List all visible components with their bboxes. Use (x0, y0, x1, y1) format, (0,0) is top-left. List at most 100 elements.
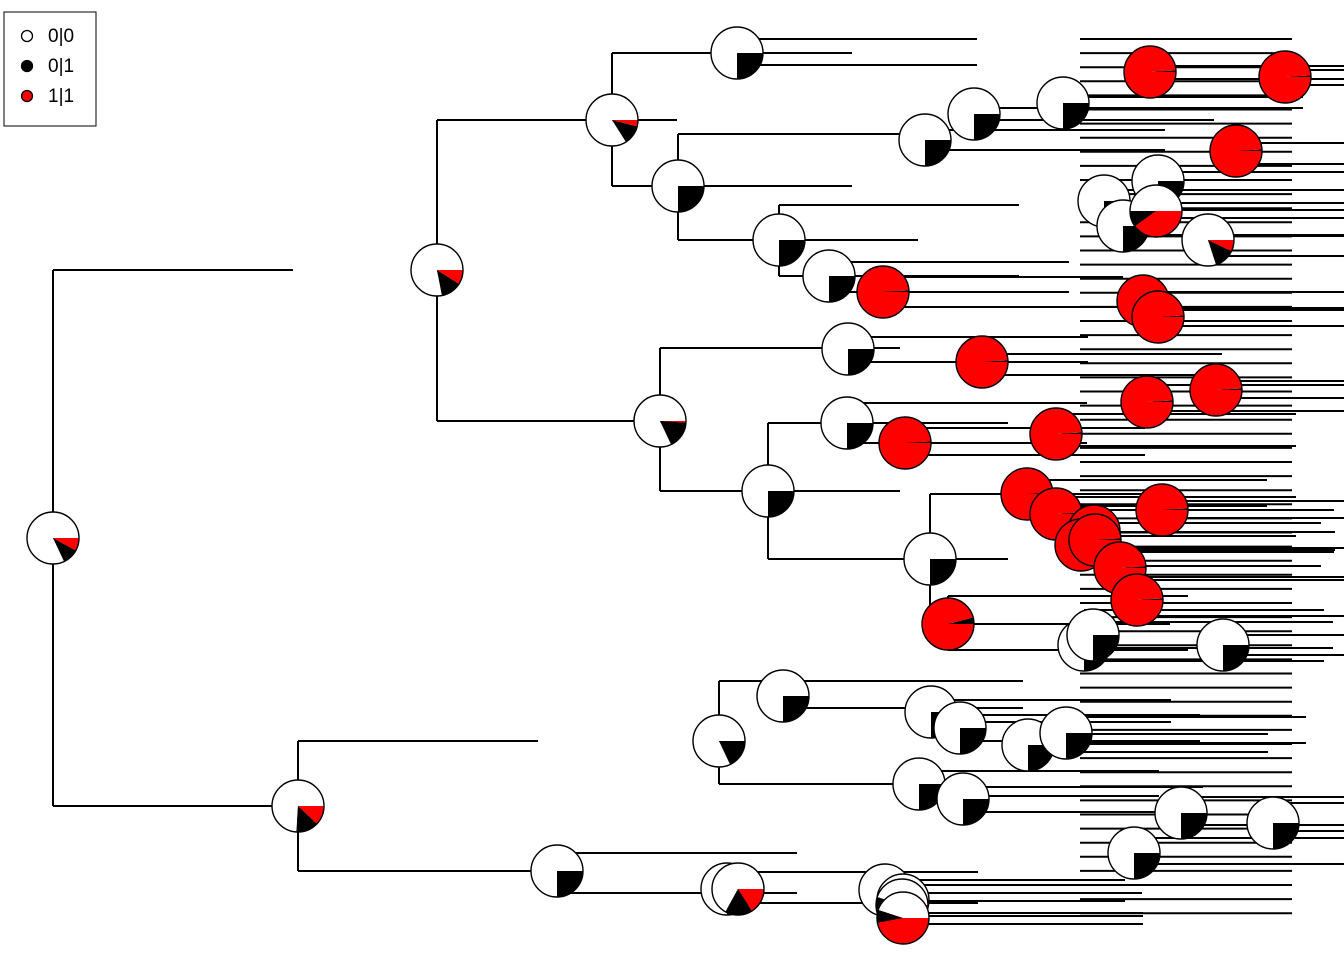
pie-slice (1131, 290, 1184, 343)
node-pie (878, 416, 932, 470)
node-pie (1129, 184, 1183, 238)
pie-slice (930, 559, 956, 585)
node-pie (947, 87, 1001, 141)
node-pie (856, 265, 910, 319)
pie-slice (779, 240, 805, 266)
pie-slice (1150, 70, 1176, 72)
pie-slice (1093, 635, 1119, 661)
pie-slice (1130, 185, 1182, 211)
pie-outline (1129, 184, 1183, 238)
pie-outline (1189, 363, 1243, 417)
node-pie (651, 159, 705, 213)
node-pie (271, 779, 325, 833)
node-pie (711, 862, 765, 916)
pie-outline (955, 335, 1009, 389)
pie-outline (947, 87, 1001, 141)
pie-slice (712, 862, 764, 912)
pie-slice (53, 538, 76, 562)
pie-outline (898, 113, 952, 167)
pie-slice (612, 120, 638, 142)
node-pie (585, 93, 639, 147)
node-pie (820, 396, 874, 450)
pie-outline (876, 891, 930, 945)
pie-slice (848, 349, 874, 375)
pie-outline (933, 701, 987, 755)
pie-slice (768, 491, 794, 517)
pie-slice (877, 909, 903, 923)
legend-swatch-01 (20, 59, 34, 73)
node-pie (898, 113, 952, 167)
pie-slice (1181, 813, 1207, 839)
node-pie (1181, 213, 1235, 267)
pie-outline (1246, 796, 1300, 850)
pie-outline (1209, 124, 1263, 178)
node-pie (1123, 45, 1177, 99)
pie-outline (1039, 706, 1093, 760)
node-pie (1258, 50, 1312, 104)
node-pie (1189, 363, 1243, 417)
pie-slice (1030, 407, 1082, 460)
pie-outline (1036, 76, 1090, 130)
pie-slice (1147, 400, 1173, 402)
pie-outline (1110, 573, 1164, 627)
pie-outline (651, 159, 705, 213)
pie-slice (783, 696, 809, 722)
pie-slice (829, 276, 855, 302)
node-pie (710, 26, 764, 80)
node-pie (1120, 375, 1174, 429)
node-pie (530, 844, 584, 898)
pie-slice (879, 416, 931, 469)
pie-outline (1154, 786, 1208, 840)
pie-outline (820, 396, 874, 450)
node-pie-charts (26, 26, 1312, 945)
pie-outline (633, 394, 687, 448)
pie-slice (1056, 432, 1082, 434)
legend-swatch-00 (20, 29, 34, 43)
pie-slice (1259, 50, 1311, 103)
pie-outline (271, 779, 325, 833)
pie-outline (741, 464, 795, 518)
pie-slice (660, 421, 686, 445)
pie-slice (737, 53, 763, 79)
node-pie (1135, 483, 1189, 537)
node-pie (633, 394, 687, 448)
pie-slice (960, 728, 986, 754)
pie-slice (612, 120, 638, 127)
legend-label-11: 1|1 (48, 86, 74, 107)
node-pie (933, 701, 987, 755)
pie-outline (711, 862, 765, 916)
node-pie (752, 213, 806, 267)
node-pie (1036, 76, 1090, 130)
pie-slice (660, 421, 686, 423)
pie-slice (1137, 598, 1163, 600)
pie-outline (752, 213, 806, 267)
node-pie (1246, 796, 1300, 850)
pie-slice (1130, 211, 1156, 227)
pie-slice (437, 270, 459, 296)
pie-outline (936, 772, 990, 826)
pie-slice (1063, 103, 1089, 129)
pie-slice (1124, 45, 1176, 98)
pie-slice (1066, 733, 1092, 759)
legend-item-11: 1|1 (20, 86, 74, 107)
pie-slice (296, 806, 317, 832)
node-pie (692, 714, 746, 768)
node-pie (741, 464, 795, 518)
node-pie (1039, 706, 1093, 760)
pie-slice (1095, 538, 1121, 540)
pie-outline (1120, 375, 1174, 429)
pie-slice (437, 270, 463, 284)
pie-slice (53, 538, 79, 551)
node-pie (1196, 618, 1250, 672)
node-pie (1029, 407, 1083, 461)
pie-slice (586, 94, 638, 147)
pie-slice (1110, 573, 1163, 626)
node-pie (1107, 826, 1161, 880)
pie-outline (1123, 45, 1177, 99)
pie-outline (585, 93, 639, 147)
pie-slice (1134, 853, 1160, 879)
pie-outline (1029, 407, 1083, 461)
pie-slice (922, 598, 974, 651)
pie-slice (1190, 363, 1242, 416)
